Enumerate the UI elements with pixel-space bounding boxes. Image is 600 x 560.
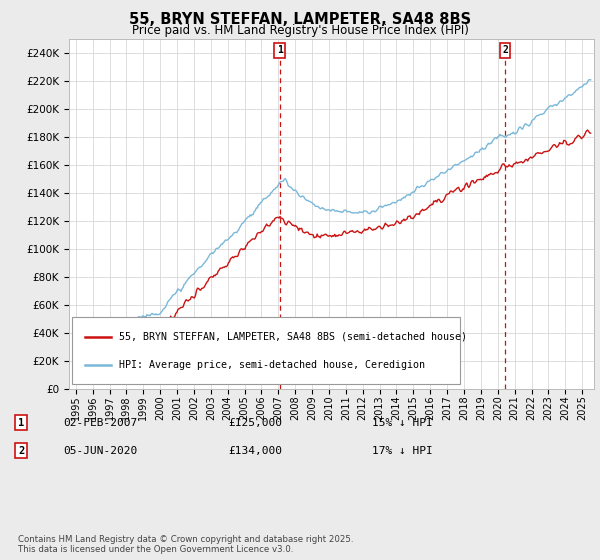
Text: 2: 2 — [18, 446, 24, 456]
Text: 55, BRYN STEFFAN, LAMPETER, SA48 8BS (semi-detached house): 55, BRYN STEFFAN, LAMPETER, SA48 8BS (se… — [119, 332, 467, 342]
FancyBboxPatch shape — [71, 318, 460, 384]
Text: HPI: Average price, semi-detached house, Ceredigion: HPI: Average price, semi-detached house,… — [119, 360, 425, 370]
Text: 02-FEB-2007: 02-FEB-2007 — [63, 418, 137, 428]
Text: 2: 2 — [502, 45, 508, 55]
Text: £125,000: £125,000 — [228, 418, 282, 428]
Text: £134,000: £134,000 — [228, 446, 282, 456]
Text: 1: 1 — [277, 45, 283, 55]
Text: Price paid vs. HM Land Registry's House Price Index (HPI): Price paid vs. HM Land Registry's House … — [131, 24, 469, 37]
Text: 15% ↓ HPI: 15% ↓ HPI — [372, 418, 433, 428]
Text: 55, BRYN STEFFAN, LAMPETER, SA48 8BS: 55, BRYN STEFFAN, LAMPETER, SA48 8BS — [129, 12, 471, 27]
Text: Contains HM Land Registry data © Crown copyright and database right 2025.
This d: Contains HM Land Registry data © Crown c… — [18, 535, 353, 554]
Text: 17% ↓ HPI: 17% ↓ HPI — [372, 446, 433, 456]
Text: 1: 1 — [18, 418, 24, 428]
Text: 05-JUN-2020: 05-JUN-2020 — [63, 446, 137, 456]
